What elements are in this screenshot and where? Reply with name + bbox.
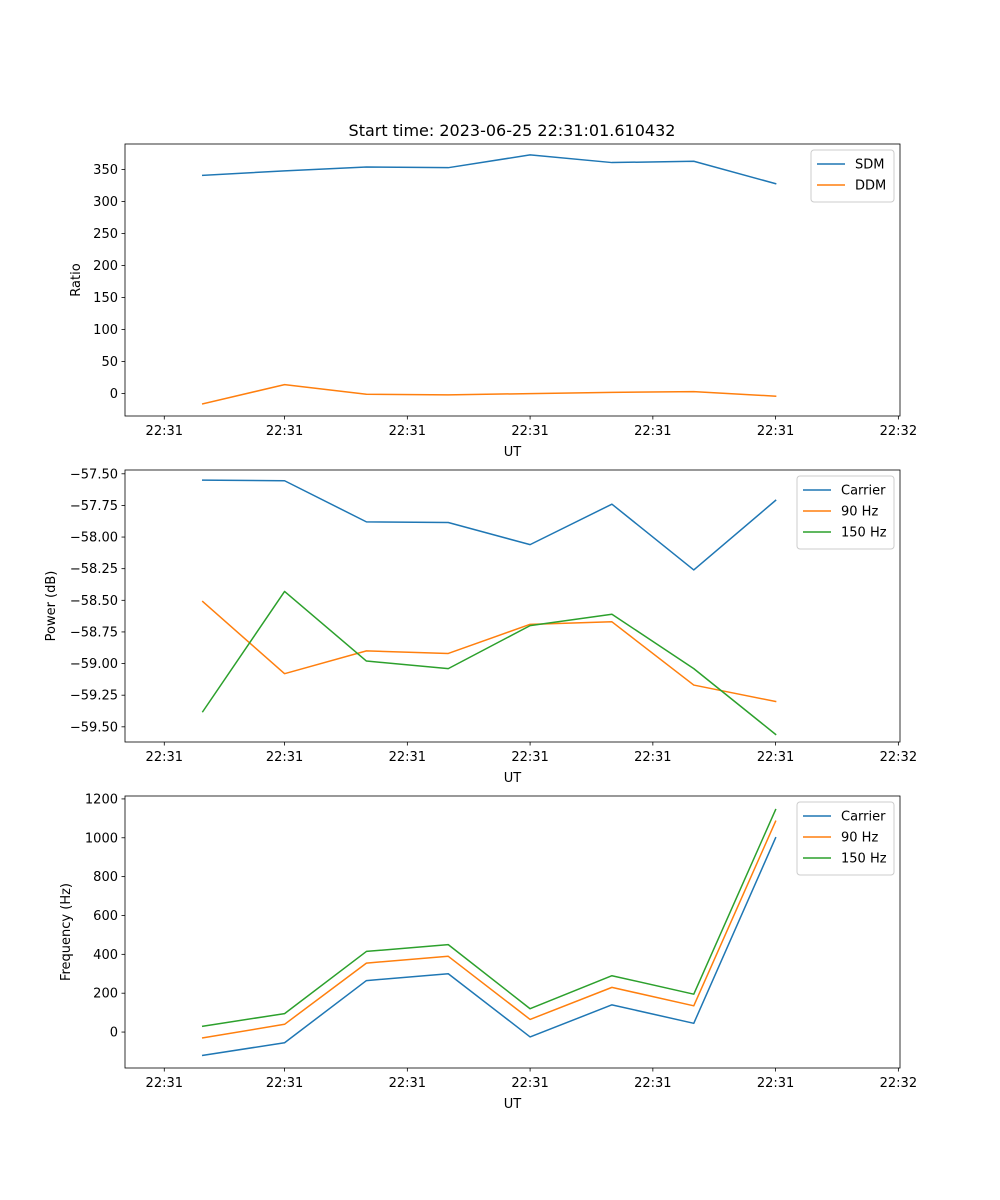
series-line-ddm <box>201 383 777 405</box>
y-tick-label: 150 <box>93 291 118 306</box>
series-line-150-hz <box>201 590 777 736</box>
y-axis-label: Ratio <box>69 263 84 296</box>
y-tick-label: −57.50 <box>70 467 118 482</box>
y-tick-label: 200 <box>93 987 118 1002</box>
series-line-carrier <box>201 836 777 1057</box>
y-tick-label: 0 <box>110 1026 118 1041</box>
x-axis-label: UT <box>504 771 522 786</box>
y-axis-label: Power (dB) <box>44 571 59 642</box>
x-tick-label: 22:31 <box>757 750 794 765</box>
legend-box <box>796 801 895 876</box>
x-tick-label: 22:31 <box>266 424 303 439</box>
series-line-sdm <box>201 154 777 185</box>
series-line-90-hz <box>201 820 777 1039</box>
series-line-150-hz <box>201 808 777 1028</box>
x-tick-label: 22:31 <box>757 1076 794 1091</box>
x-tick-label: 22:31 <box>266 1076 303 1091</box>
y-tick-label: 1200 <box>85 792 118 807</box>
legend-box <box>810 149 895 203</box>
legend: SDM DDM <box>810 149 895 203</box>
figure-title: Start time: 2023-06-25 22:31:01.610432 <box>349 121 676 140</box>
panel-3: 0 200 400 600 800 1000 1200 22:31 22:31 22:31 22:3… <box>59 792 917 1112</box>
y-tick-label: −58.00 <box>70 531 118 546</box>
x-axis-label: UT <box>504 1097 522 1112</box>
legend-label: 90 Hz <box>841 831 878 846</box>
legend-label: 150 Hz <box>841 852 887 867</box>
y-tick-label: 800 <box>93 870 118 885</box>
x-axis-label: UT <box>504 445 522 460</box>
y-tick-label: 50 <box>101 355 118 370</box>
x-tick-label: 22:31 <box>146 1076 183 1091</box>
series-line-90-hz <box>201 600 777 703</box>
legend-label: Carrier <box>841 484 886 499</box>
x-tick-label: 22:31 <box>389 1076 426 1091</box>
axes-frame <box>124 143 901 417</box>
panel-2: −59.50 −59.25 −59.00 −58.75 −58.50 −58.25 −58.… <box>44 467 917 786</box>
x-tick-label: 22:32 <box>880 424 917 439</box>
y-tick-label: −59.50 <box>70 720 118 735</box>
panel-1: 0 50 100 150 200 250 300 350 22:31 22:31 22:31 22:3… <box>69 143 917 460</box>
legend-label: DDM <box>855 179 886 194</box>
x-tick-label: 22:31 <box>511 424 548 439</box>
y-tick-label: 250 <box>93 227 118 242</box>
x-tick-label: 22:31 <box>634 1076 671 1091</box>
y-tick-label: −58.50 <box>70 594 118 609</box>
y-tick-label: 1000 <box>85 831 118 846</box>
series-line-carrier <box>201 479 777 571</box>
x-tick-label: 22:31 <box>511 1076 548 1091</box>
y-tick-label: −59.25 <box>70 689 118 704</box>
y-tick-label: 100 <box>93 323 118 338</box>
legend-box <box>796 475 895 550</box>
legend: Carrier 90 Hz 150 Hz <box>796 475 895 550</box>
y-tick-label: −58.75 <box>70 625 118 640</box>
y-tick-label: 300 <box>93 195 118 210</box>
x-tick-label: 22:31 <box>266 750 303 765</box>
y-tick-label: −57.75 <box>70 499 118 514</box>
x-tick-label: 22:31 <box>634 750 671 765</box>
axes-frame <box>124 469 901 743</box>
x-tick-label: 22:31 <box>757 424 794 439</box>
x-tick-label: 22:32 <box>880 1076 917 1091</box>
x-tick-label: 22:31 <box>511 750 548 765</box>
y-tick-label: 0 <box>110 387 118 402</box>
x-tick-label: 22:31 <box>389 424 426 439</box>
legend-label: Carrier <box>841 810 886 825</box>
y-axis-label: Frequency (Hz) <box>59 883 74 981</box>
x-tick-label: 22:31 <box>634 424 671 439</box>
y-tick-label: −59.00 <box>70 657 118 672</box>
legend-label: SDM <box>855 158 884 173</box>
x-tick-label: 22:31 <box>146 750 183 765</box>
x-tick-label: 22:32 <box>880 750 917 765</box>
y-tick-label: 600 <box>93 909 118 924</box>
legend-label: 150 Hz <box>841 526 887 541</box>
legend: Carrier 90 Hz 150 Hz <box>796 801 895 876</box>
y-tick-label: −58.25 <box>70 562 118 577</box>
y-tick-label: 200 <box>93 259 118 274</box>
y-tick-label: 350 <box>93 163 118 178</box>
y-tick-label: 400 <box>93 948 118 963</box>
x-tick-label: 22:31 <box>146 424 183 439</box>
legend-label: 90 Hz <box>841 505 878 520</box>
x-tick-label: 22:31 <box>389 750 426 765</box>
axes-frame <box>124 795 901 1069</box>
